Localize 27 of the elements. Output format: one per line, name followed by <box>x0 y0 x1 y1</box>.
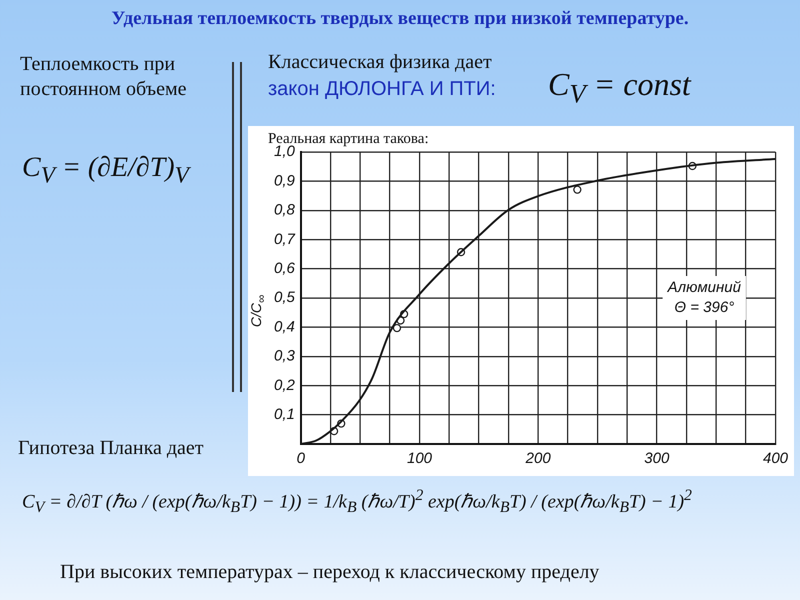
point <box>392 324 402 332</box>
x-tick-label: 200 <box>524 450 552 468</box>
y-tick-label: 0,7 <box>274 230 296 248</box>
point <box>573 186 582 194</box>
y-tick-label: 0,8 <box>274 202 296 219</box>
x-tick-label: 300 <box>644 450 670 468</box>
y-tick-label: 0,4 <box>274 318 295 336</box>
y-tick-label: 0,5 <box>274 289 296 306</box>
text: C$_{V}$ = ∂/∂T (ℏω / (exp(ℏω/k$_{B}$T) − 1)) = 1/k$_{B}$ (ℏω/T)$^{2}$ exp(ℏω/k$_{B}$T) / (exp(ℏω/k$_{B}$T) − 1)$^{2}$ <box>22 487 692 516</box>
y-tick-label: 0,3 <box>274 348 296 365</box>
x-tick-label: 400 <box>762 450 789 468</box>
text: закон ДЮЛОНГА И ПТИ: <box>268 77 496 102</box>
x-tick-label: 100 <box>406 450 433 468</box>
y-tick-label: 0,9 <box>274 172 296 190</box>
x-tick-label: 0 <box>296 450 306 468</box>
text: Теплоемкость при постоянном объеме <box>20 52 188 102</box>
text: Гипотеза Планка дает <box>18 436 204 461</box>
text: C$_{V}$ = const <box>548 65 691 110</box>
y-tick-label: 0,6 <box>274 260 296 277</box>
text: При высоких температурах – переход к классическому пределу <box>60 560 600 585</box>
annotation: Θ = 396° <box>674 299 734 316</box>
text: C$_{V}$ = (∂E/∂T)$_{V}$ <box>22 151 192 191</box>
text: Классическая физика дает <box>268 50 492 75</box>
y-tick-label: 0,2 <box>274 376 296 394</box>
annotation: Алюминий <box>666 279 742 296</box>
chart-title: Удельная теплоемкость твердых веществ при низкой температуре. <box>110 8 690 30</box>
y-tick-label: 0,1 <box>274 406 295 423</box>
